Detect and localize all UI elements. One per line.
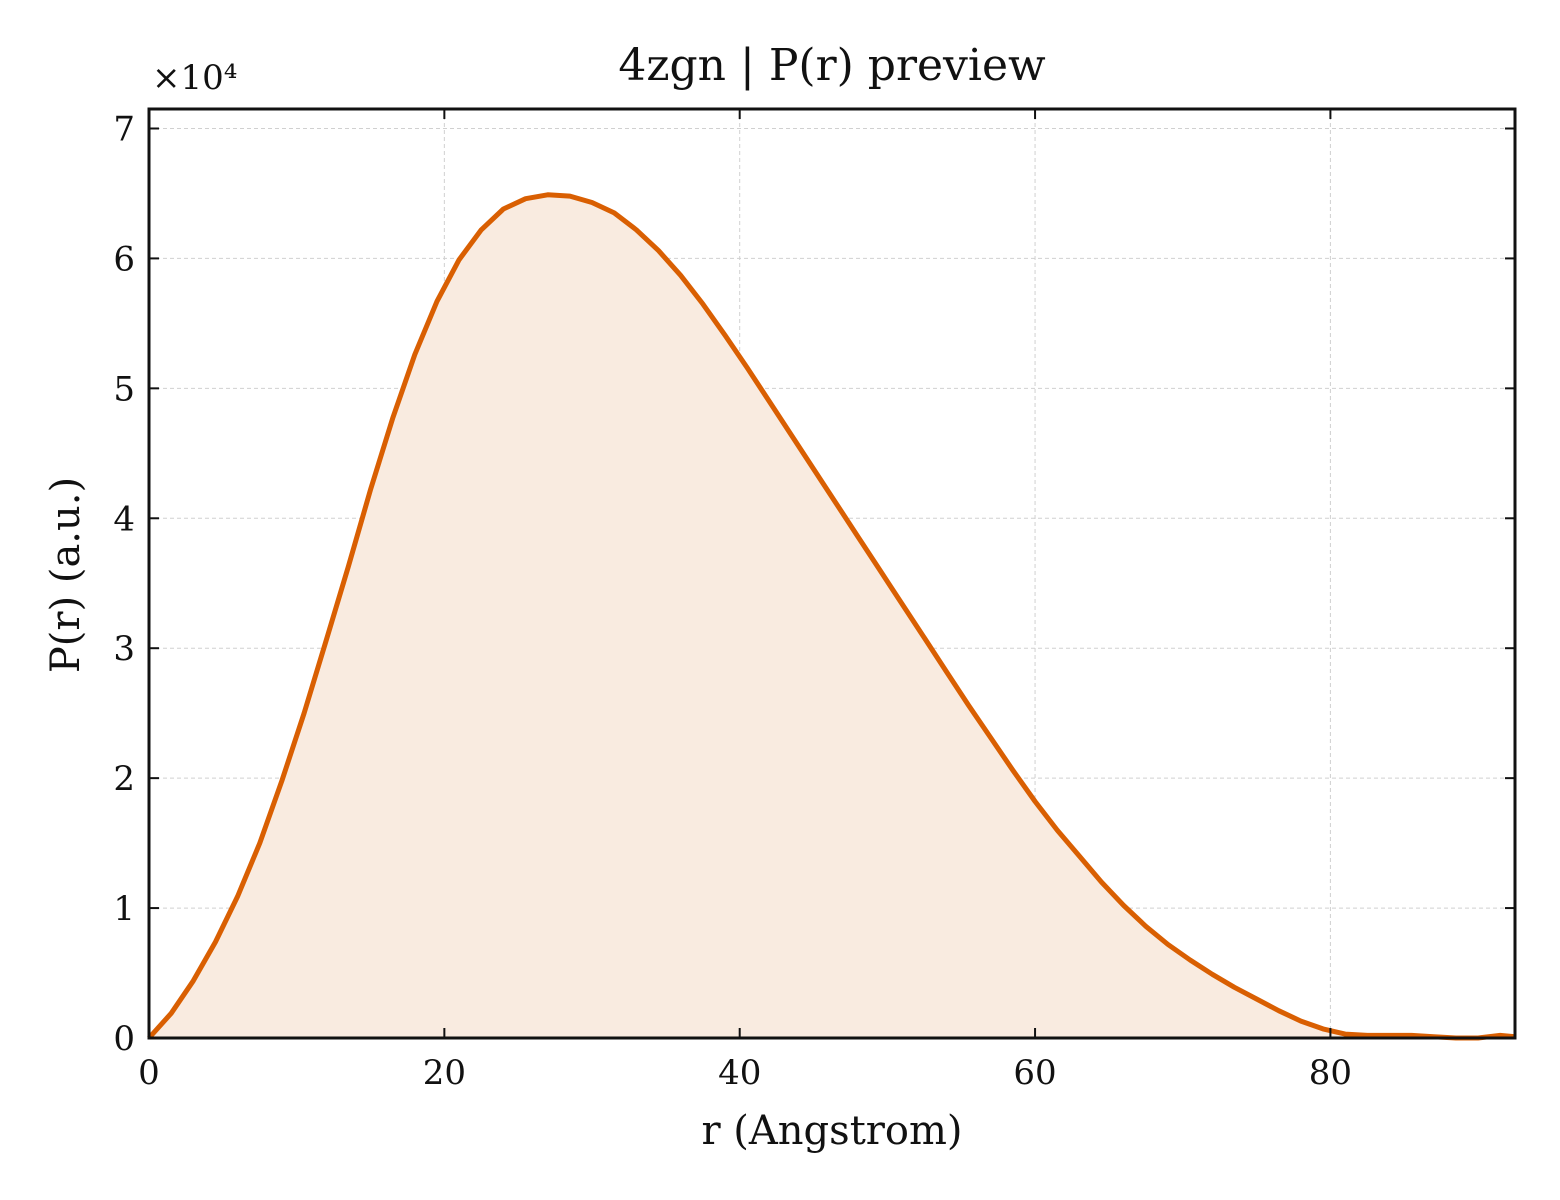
pr-area-fill	[149, 194, 1515, 1039]
pr-series-line	[147, 192, 1516, 1041]
chart-title: 4zgn | P(r) preview	[618, 40, 1046, 91]
y-tick-label: 7	[113, 109, 135, 149]
x-tick-label: 0	[138, 1053, 160, 1093]
y-tick-label: 3	[113, 629, 135, 669]
x-axis-label: r (Angstrom)	[701, 1108, 963, 1154]
y-axis-multiplier: ×10⁴	[152, 58, 238, 98]
y-tick-label: 0	[113, 1019, 135, 1059]
y-tick-label: 6	[113, 239, 135, 279]
x-tick-label: 80	[1309, 1053, 1352, 1093]
y-tick-label: 1	[113, 889, 135, 929]
plot-frame	[147, 107, 1517, 1040]
y-tick-label: 4	[113, 499, 135, 539]
x-tick-label: 20	[423, 1053, 466, 1093]
y-tick-label: 2	[113, 759, 135, 799]
x-tick-label: 60	[1013, 1053, 1056, 1093]
y-tick-label: 5	[113, 369, 135, 409]
x-tick-label: 40	[718, 1053, 761, 1093]
